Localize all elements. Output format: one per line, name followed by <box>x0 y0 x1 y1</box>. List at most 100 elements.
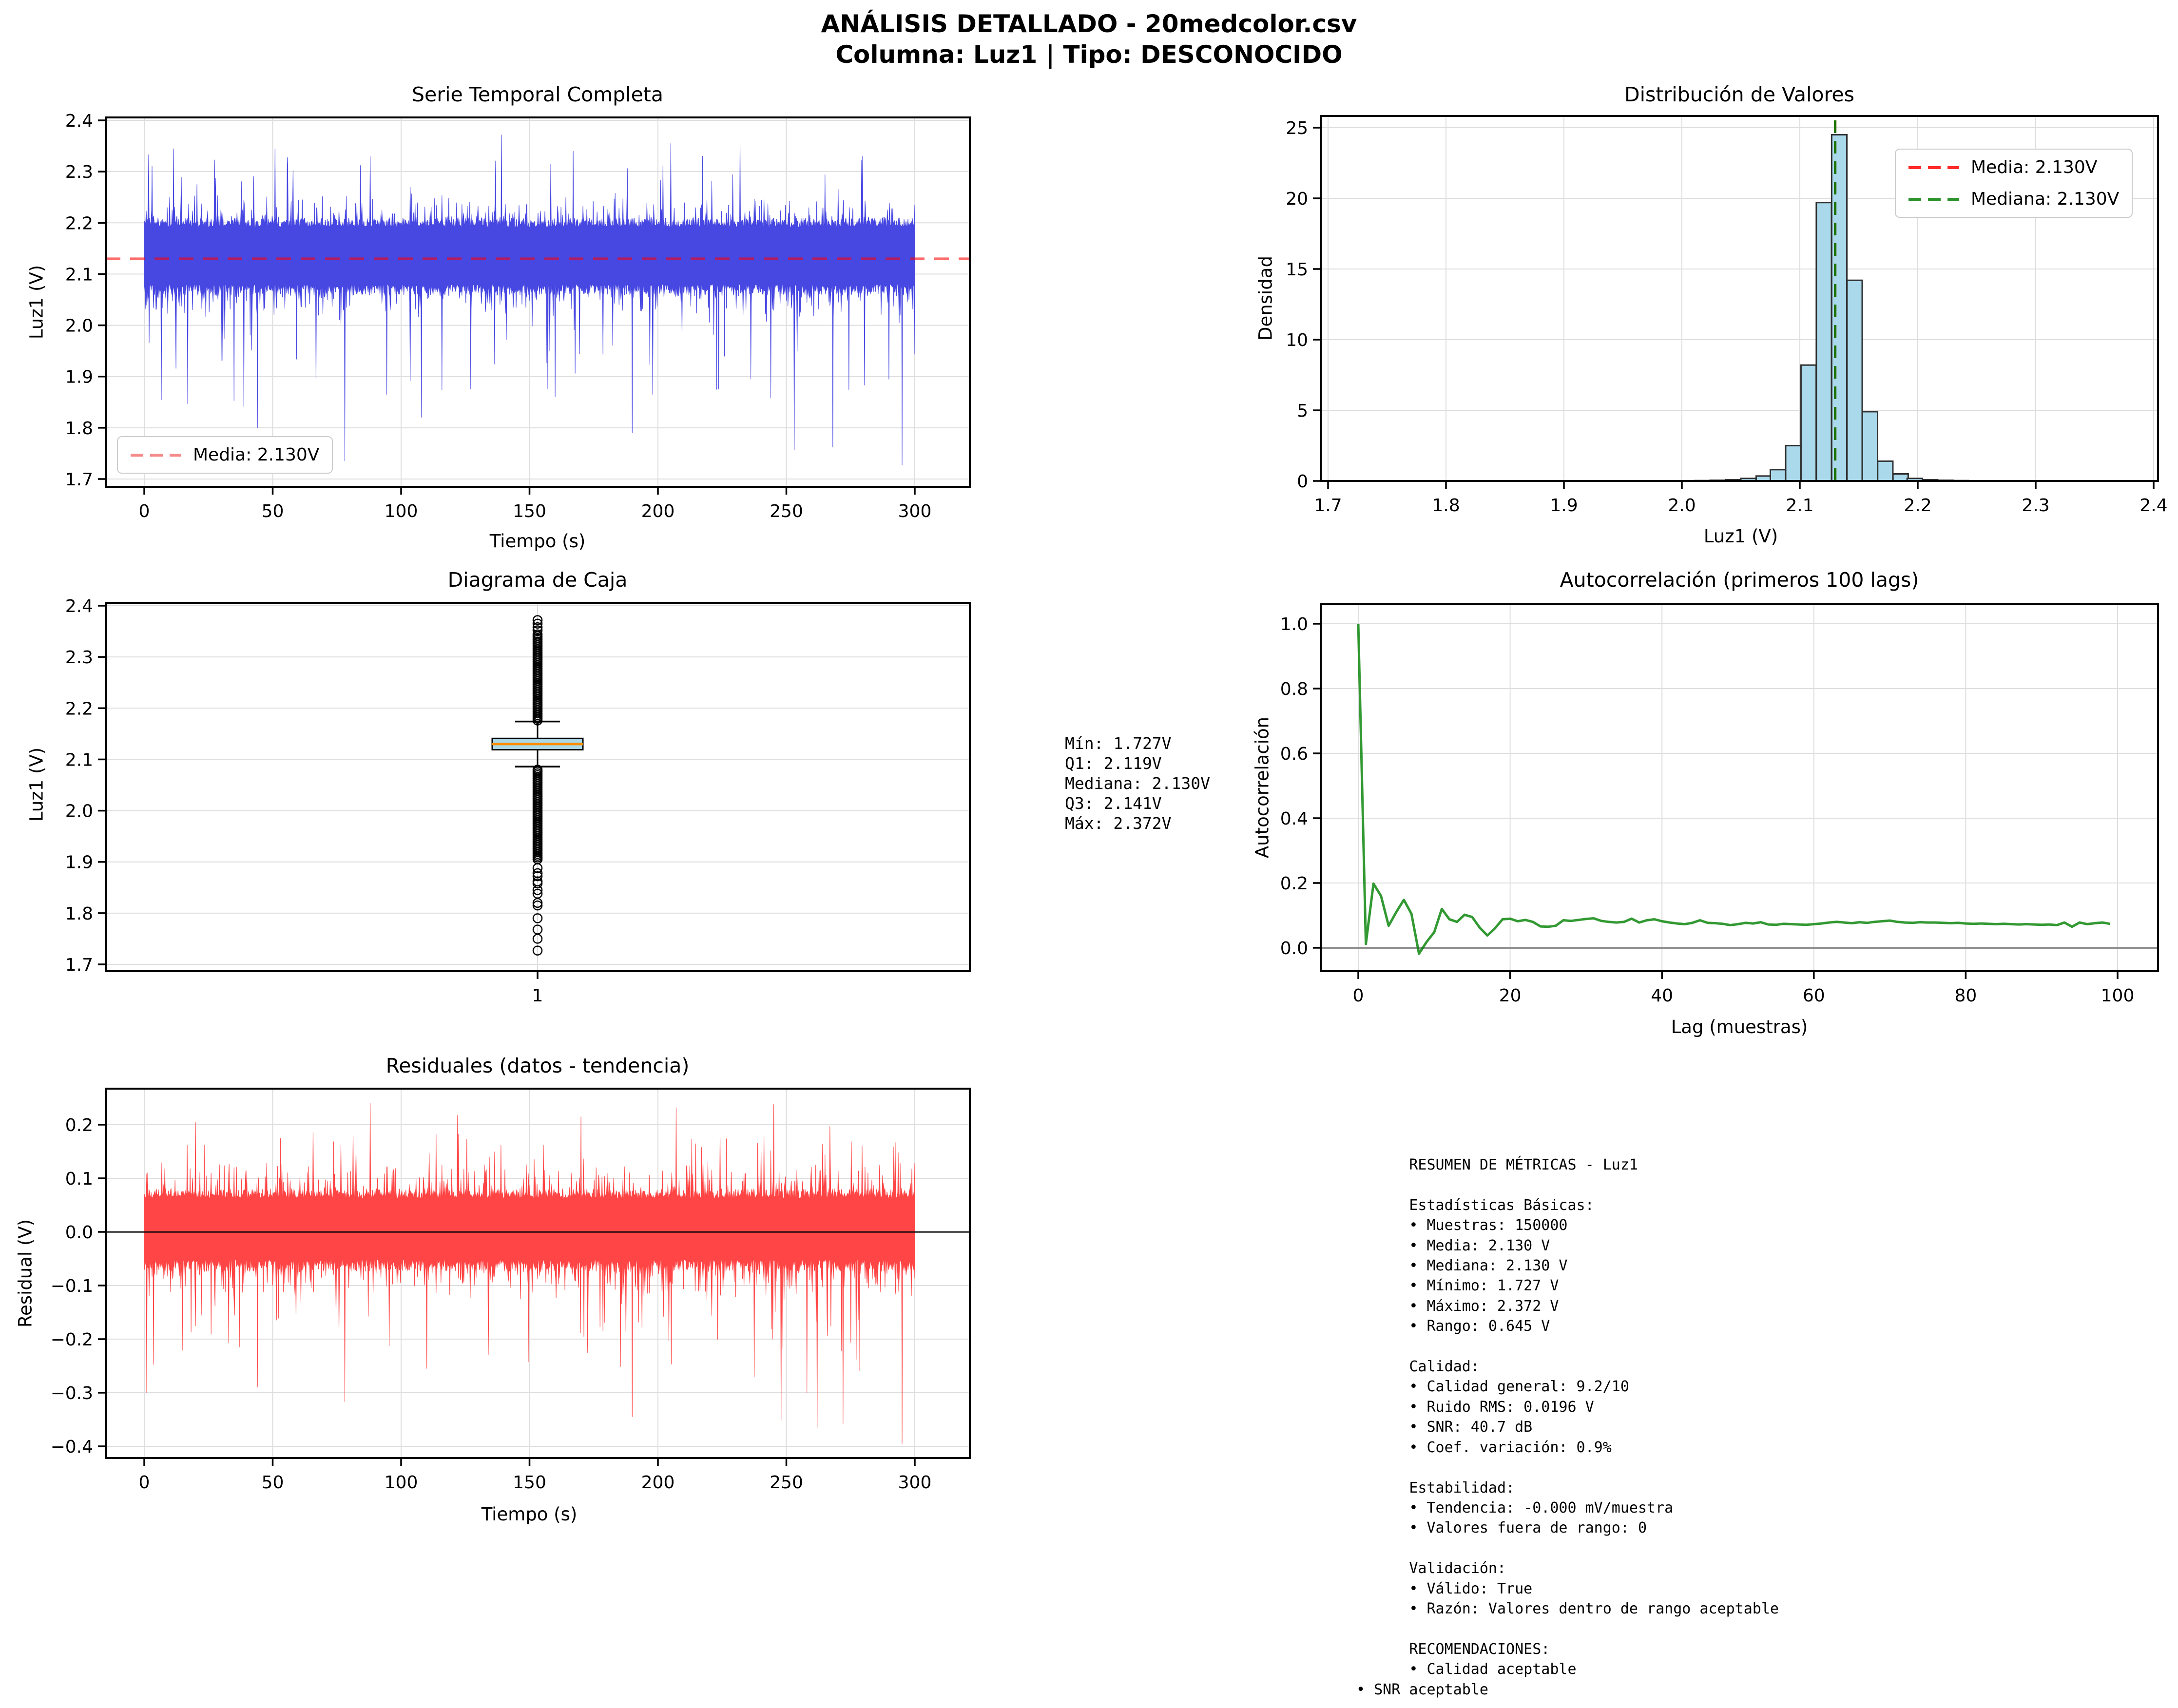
tick-label: 1.7 <box>65 955 93 975</box>
tick-label: −0.1 <box>51 1276 93 1296</box>
tick-label: −0.3 <box>51 1383 93 1403</box>
tick-label: 1.8 <box>1432 496 1460 516</box>
tick-label: 2.1 <box>65 750 93 770</box>
acf-title: Autocorrelación (primeros 100 lags) <box>1560 568 1919 592</box>
dist-legend-label-media: Media: 2.130V <box>1971 157 2098 177</box>
serie-legend: Media: 2.130V <box>117 436 333 474</box>
tick-label: 20 <box>1286 189 1308 209</box>
tick-label: 0.0 <box>1280 939 1308 959</box>
tick-label: 2.0 <box>65 802 93 822</box>
tick-label: 2.0 <box>1668 496 1696 516</box>
tick-label: 0 <box>1353 986 1364 1006</box>
tick-label: 2.2 <box>1904 496 1931 516</box>
caja-ylabel: Luz1 (V) <box>26 747 47 822</box>
figure-title-line2: Columna: Luz1 | Tipo: DESCONOCIDO <box>835 40 1343 69</box>
serie-legend-row: Media: 2.130V <box>131 445 319 465</box>
dist-legend-row-mediana: Mediana: 2.130V <box>1908 189 2119 209</box>
tick-label: 250 <box>770 1473 803 1493</box>
tick-label: 0 <box>1297 472 1308 492</box>
dist-legend-row-media: Media: 2.130V <box>1908 157 2119 177</box>
dist-xlabel: Luz1 (V) <box>1703 526 1778 547</box>
tick-label: 2.0 <box>65 316 93 336</box>
tick-label: 100 <box>2101 986 2135 1006</box>
tick-label: 50 <box>262 501 284 521</box>
tick-label: 20 <box>1499 986 1522 1006</box>
tick-label: 100 <box>385 1473 418 1493</box>
tick-label: 250 <box>770 501 803 521</box>
residual-title: Residuales (datos - tendencia) <box>385 1054 690 1077</box>
mean-dash-icon <box>131 453 181 457</box>
tick-label: 2.3 <box>65 162 93 182</box>
caja-plot: 1.7 1.8 1.9 2.0 2.1 2.2 2.3 2.4 1 <box>65 596 971 1006</box>
dist-legend-label-mediana: Mediana: 2.130V <box>1971 189 2120 209</box>
tick-label: 0.0 <box>65 1223 93 1243</box>
tick-label: 50 <box>262 1473 284 1493</box>
tick-label: 2.4 <box>65 596 93 616</box>
tick-label: 0.8 <box>1280 679 1308 699</box>
serie-legend-label: Media: 2.130V <box>193 445 320 465</box>
dist-legend: Media: 2.130V Mediana: 2.130V <box>1895 149 2133 218</box>
tick-label: 5 <box>1297 401 1308 421</box>
tick-label: 0 <box>139 1473 150 1493</box>
tick-label: 80 <box>1954 986 1977 1006</box>
tick-label: 2.3 <box>2022 496 2049 516</box>
tick-label: 0 <box>139 501 150 521</box>
dist-title: Distribución de Valores <box>1624 83 1854 106</box>
tick-label: 2.4 <box>65 111 93 131</box>
tick-label: 2.2 <box>65 699 93 719</box>
serie-xlabel: Tiempo (s) <box>489 531 586 552</box>
tick-label: 100 <box>385 501 418 521</box>
residual-plot: 0 50 100 150 200 250 300 0.2 0.1 0.0 −0.1 −0.2 −0.3 −… <box>51 1088 971 1493</box>
serie-title: Serie Temporal Completa <box>411 83 664 106</box>
serie-plot: 0 50 100 150 200 250 300 1.7 1.8 1.9 2.0 2.1 2.2 2.3 2… <box>65 111 971 521</box>
metrics-box: RESUMEN DE MÉTRICAS - Luz1 Estadísticas … <box>1356 1156 1779 1698</box>
tick-label: 2.2 <box>65 213 93 233</box>
tick-label: 1.0 <box>1280 614 1308 634</box>
tick-label: 0.2 <box>65 1115 93 1135</box>
acf-ylabel: Autocorrelación <box>1252 716 1273 859</box>
tick-label: 300 <box>898 1473 932 1493</box>
tick-label: 1.8 <box>65 419 93 439</box>
tick-label: 1.9 <box>65 853 93 873</box>
serie-ylabel: Luz1 (V) <box>26 265 47 340</box>
dist-plot: 1.7 1.8 1.9 2.0 2.1 2.2 2.3 2.4 0 5 10 15 20 25 <box>1286 115 2168 516</box>
tick-label: −0.2 <box>51 1330 93 1350</box>
tick-label: 2.1 <box>1786 496 1813 516</box>
stats-box: Mín: 1.727V Q1: 2.119V Mediana: 2.130V Q… <box>1065 734 1211 833</box>
residual-ylabel: Residual (V) <box>15 1219 36 1328</box>
tick-label: 2.1 <box>65 265 93 285</box>
tick-label: 300 <box>898 501 932 521</box>
tick-label: 0.2 <box>1280 874 1308 894</box>
tick-label: 15 <box>1286 260 1308 280</box>
tick-label: 150 <box>513 1473 546 1493</box>
figure-title-line1: ANÁLISIS DETALLADO - 20medcolor.csv <box>821 10 1357 38</box>
tick-label: 10 <box>1286 330 1308 350</box>
tick-label: 1 <box>532 986 543 1006</box>
figure-title: ANÁLISIS DETALLADO - 20medcolor.csv Colu… <box>0 9 2178 70</box>
residual-xlabel: Tiempo (s) <box>481 1504 578 1525</box>
tick-label: 1.9 <box>65 367 93 387</box>
tick-label: 40 <box>1651 986 1673 1006</box>
dist-ylabel: Densidad <box>1255 256 1276 341</box>
tick-label: 0.6 <box>1280 744 1308 764</box>
tick-label: 200 <box>641 1473 675 1493</box>
tick-label: −0.4 <box>51 1437 93 1457</box>
median-dash-icon <box>1908 197 1959 201</box>
tick-label: 150 <box>513 501 546 521</box>
tick-label: 200 <box>641 501 675 521</box>
tick-label: 0.4 <box>1280 809 1308 829</box>
tick-label: 2.4 <box>2139 496 2167 516</box>
tick-label: 60 <box>1803 986 1825 1006</box>
tick-label: 2.3 <box>65 648 93 668</box>
acf-xlabel: Lag (muestras) <box>1671 1017 1808 1037</box>
tick-label: 1.8 <box>65 904 93 924</box>
tick-label: 25 <box>1286 118 1308 138</box>
caja-title: Diagrama de Caja <box>447 568 628 592</box>
mean-dash-icon <box>1908 166 1959 169</box>
tick-label: 1.7 <box>1314 496 1342 516</box>
tick-label: 0.1 <box>65 1169 93 1189</box>
acf-plot: 0 20 40 60 80 100 0.0 0.2 0.4 0.6 0.8 1.0 <box>1280 603 2159 1006</box>
tick-label: 1.7 <box>65 470 93 490</box>
